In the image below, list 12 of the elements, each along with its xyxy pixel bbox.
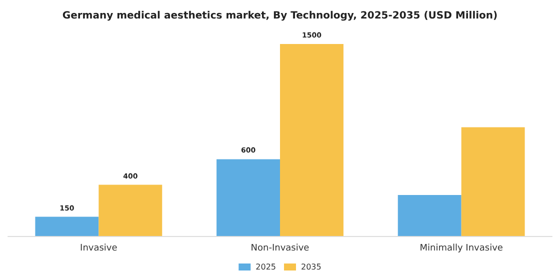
x-tick-label: Non-Invasive bbox=[250, 244, 310, 254]
legend-label: 2025 bbox=[256, 262, 276, 272]
bar bbox=[35, 216, 99, 236]
legend-label: 2035 bbox=[301, 262, 322, 272]
bar bbox=[216, 159, 280, 236]
bar bbox=[398, 195, 462, 236]
x-tick-label: Invasive bbox=[80, 244, 118, 254]
chart-title: Germany medical aesthetics market, By Technology, 2025-2035 (USD Million) bbox=[62, 10, 498, 22]
bar bbox=[461, 127, 525, 236]
bar bbox=[98, 184, 162, 236]
x-tick-label: Minimally Invasive bbox=[420, 244, 504, 254]
bar bbox=[280, 44, 344, 236]
